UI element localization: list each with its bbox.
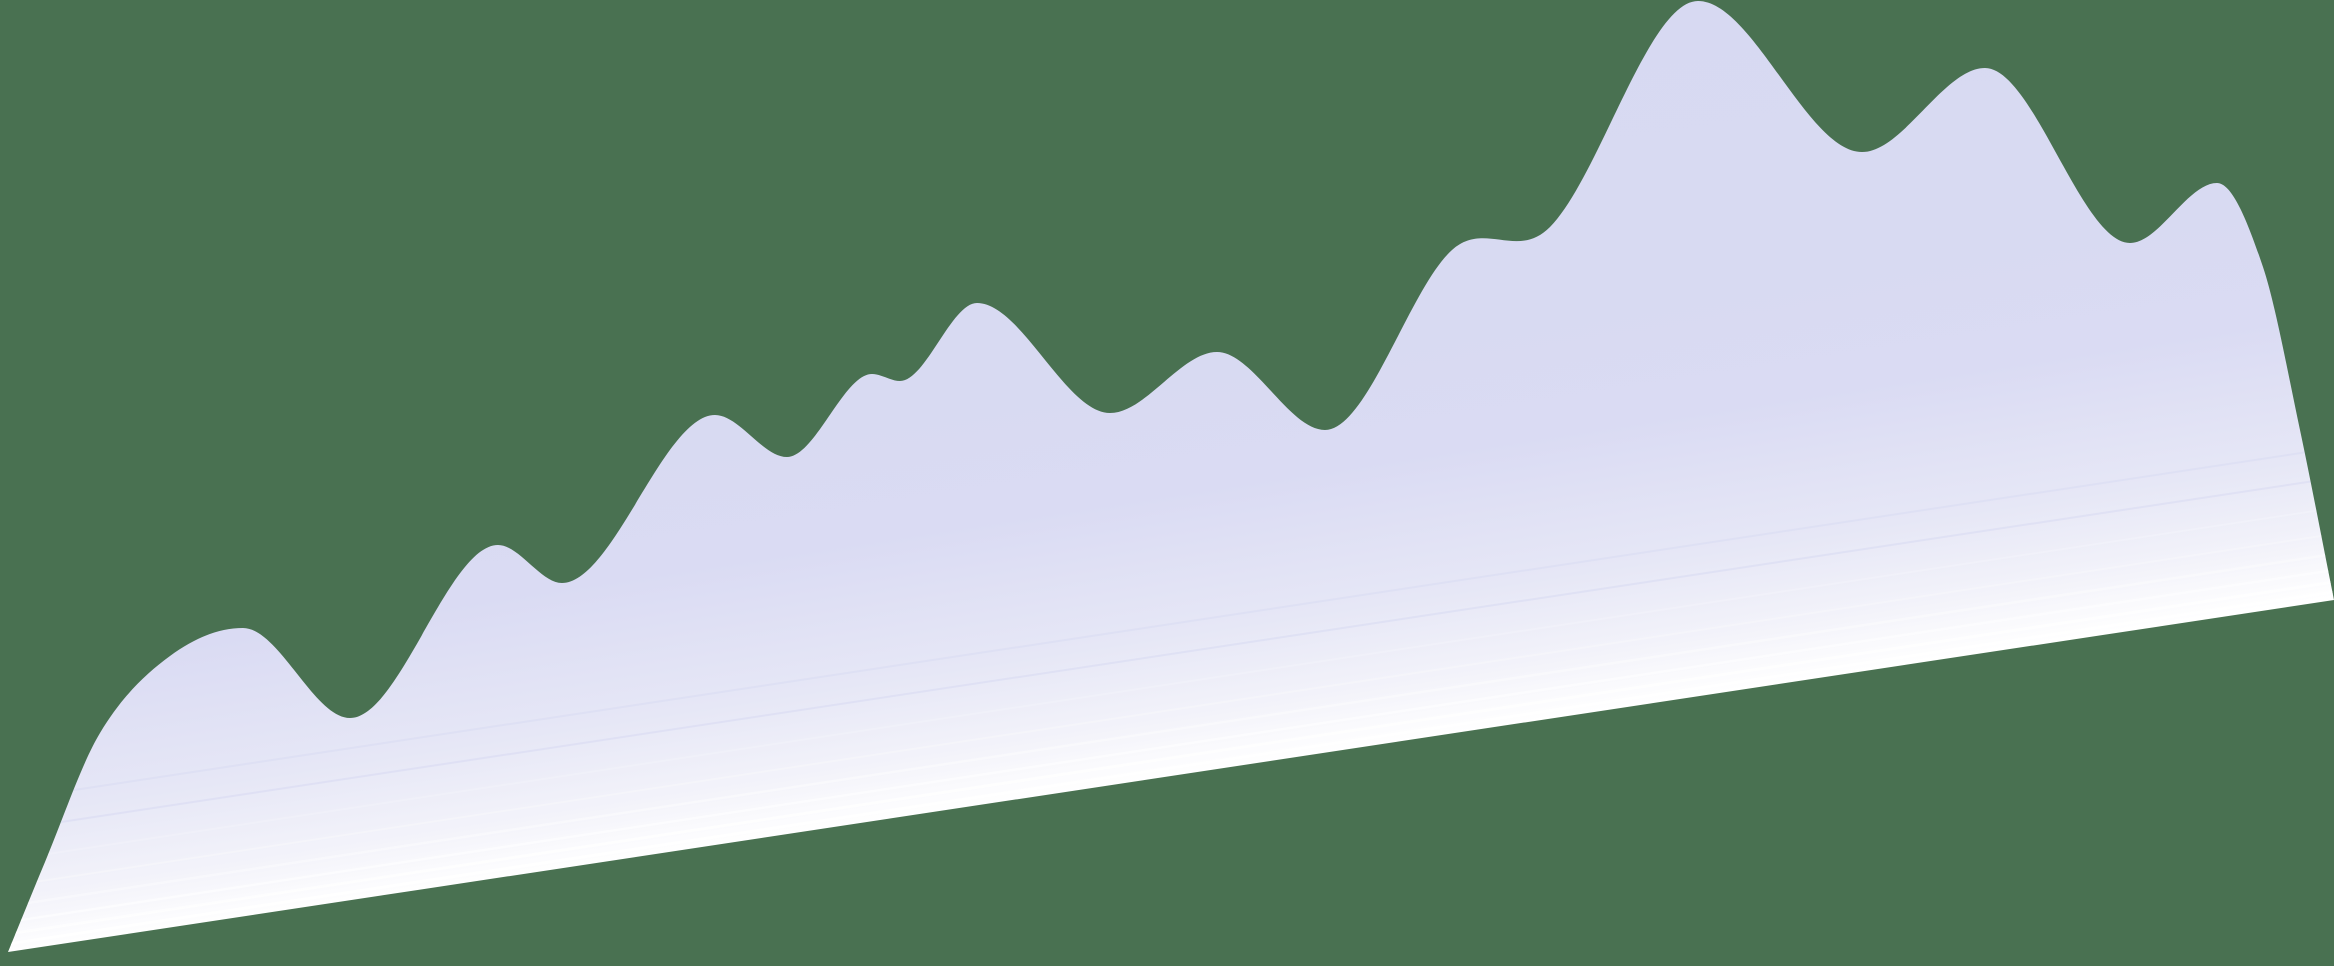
texture-streak	[8, 507, 2334, 863]
texture-streak	[8, 447, 2334, 803]
texture-streak	[8, 590, 2334, 947]
texture-streak	[8, 533, 2334, 889]
texture-streak	[8, 477, 2334, 833]
baseline-texture-streaks	[8, 447, 2334, 947]
texture-streak	[8, 552, 2334, 909]
area-shape	[8, 1, 2334, 952]
texture-streak	[8, 580, 2334, 937]
texture-streak	[8, 568, 2334, 925]
